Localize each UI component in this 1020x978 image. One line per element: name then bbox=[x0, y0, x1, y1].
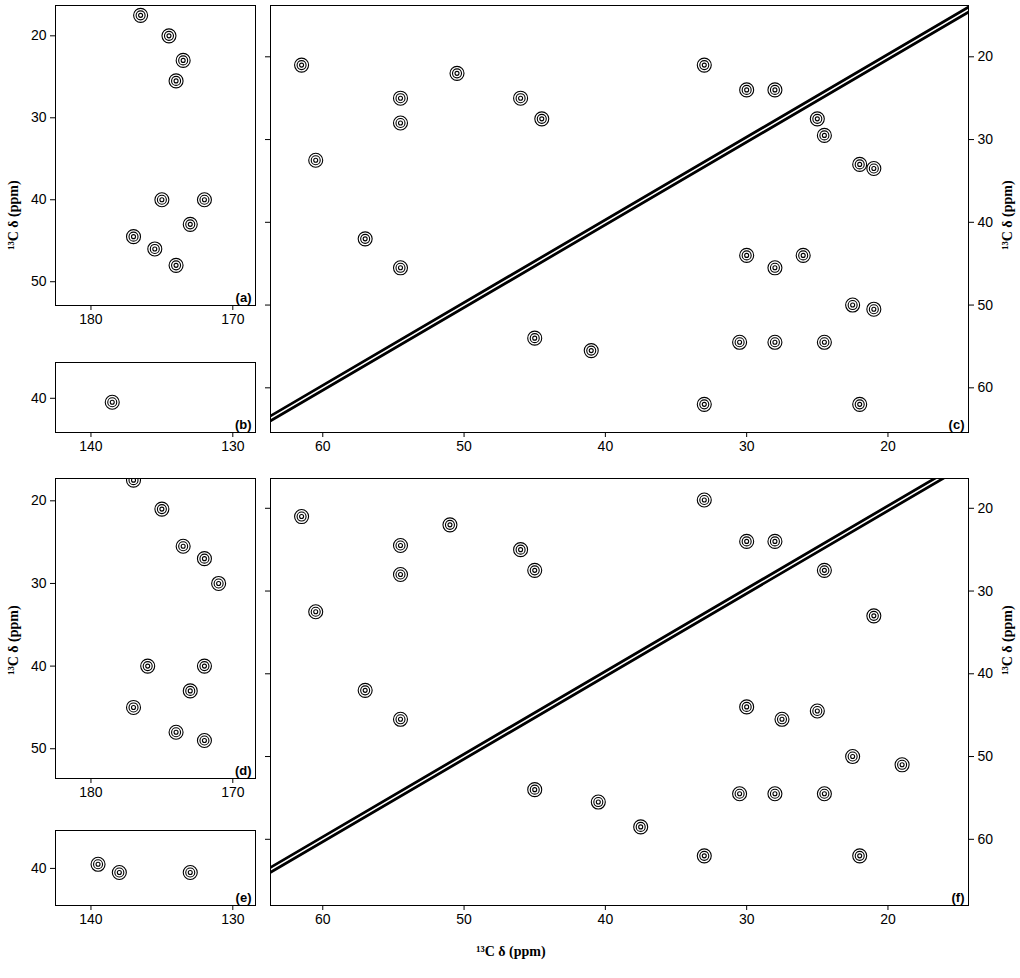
svg-text:50: 50 bbox=[31, 740, 47, 756]
svg-text:170: 170 bbox=[221, 784, 245, 800]
svg-text:(d): (d) bbox=[235, 763, 252, 778]
svg-text:30: 30 bbox=[978, 131, 994, 147]
svg-text:20: 20 bbox=[978, 48, 994, 64]
svg-text:20: 20 bbox=[31, 27, 47, 43]
svg-text:50: 50 bbox=[456, 438, 472, 454]
svg-text:(f): (f) bbox=[952, 890, 965, 905]
svg-text:130: 130 bbox=[221, 438, 245, 454]
svg-text:50: 50 bbox=[978, 748, 994, 764]
html-text:¹³C δ (ppm): ¹³C δ (ppm) bbox=[6, 605, 21, 675]
svg-text:40: 40 bbox=[31, 390, 47, 406]
svg-text:50: 50 bbox=[31, 273, 47, 289]
svg-text:130: 130 bbox=[221, 911, 245, 927]
svg-text:30: 30 bbox=[739, 438, 755, 454]
html-text:¹³C δ (ppm): ¹³C δ (ppm) bbox=[476, 944, 546, 959]
svg-text:60: 60 bbox=[315, 911, 331, 927]
svg-text:60: 60 bbox=[978, 379, 994, 395]
svg-text:40: 40 bbox=[31, 658, 47, 674]
svg-text:40: 40 bbox=[978, 665, 994, 681]
svg-text:20: 20 bbox=[31, 492, 47, 508]
svg-text:140: 140 bbox=[79, 911, 103, 927]
svg-text:40: 40 bbox=[598, 438, 614, 454]
html-text:¹³C δ (ppm): ¹³C δ (ppm) bbox=[1000, 180, 1015, 250]
svg-text:(b): (b) bbox=[235, 417, 252, 432]
svg-text:60: 60 bbox=[315, 438, 331, 454]
svg-text:180: 180 bbox=[79, 311, 103, 327]
svg-text:20: 20 bbox=[978, 500, 994, 516]
html-text:¹³C δ (ppm): ¹³C δ (ppm) bbox=[1000, 605, 1015, 675]
svg-text:50: 50 bbox=[978, 297, 994, 313]
svg-text:170: 170 bbox=[221, 311, 245, 327]
svg-text:40: 40 bbox=[31, 191, 47, 207]
svg-text:40: 40 bbox=[31, 860, 47, 876]
svg-text:20: 20 bbox=[880, 911, 896, 927]
svg-text:30: 30 bbox=[739, 911, 755, 927]
svg-text:30: 30 bbox=[978, 583, 994, 599]
svg-text:30: 30 bbox=[31, 109, 47, 125]
svg-text:50: 50 bbox=[456, 911, 472, 927]
html-text:¹³C δ (ppm): ¹³C δ (ppm) bbox=[6, 180, 21, 250]
svg-text:(c): (c) bbox=[949, 417, 965, 432]
svg-text:40: 40 bbox=[978, 214, 994, 230]
svg-text:60: 60 bbox=[978, 831, 994, 847]
svg-text:20: 20 bbox=[880, 438, 896, 454]
svg-text:(a): (a) bbox=[236, 290, 252, 305]
svg-text:140: 140 bbox=[79, 438, 103, 454]
svg-text:40: 40 bbox=[598, 911, 614, 927]
svg-text:(e): (e) bbox=[236, 890, 252, 905]
svg-text:30: 30 bbox=[31, 575, 47, 591]
svg-text:180: 180 bbox=[79, 784, 103, 800]
